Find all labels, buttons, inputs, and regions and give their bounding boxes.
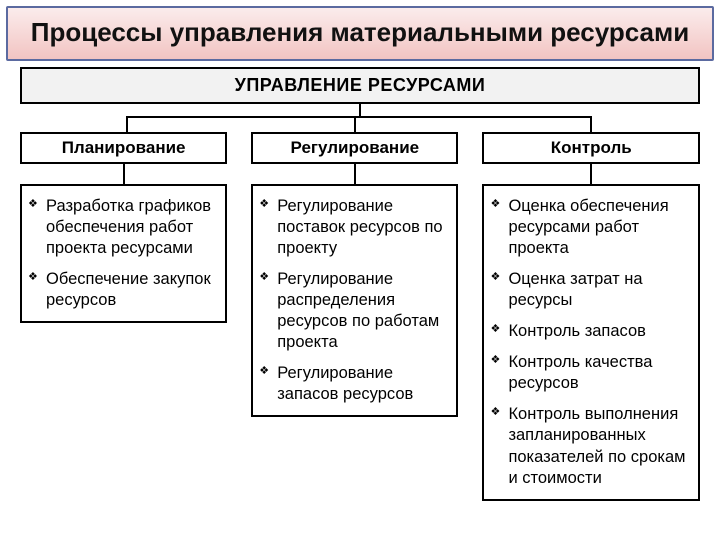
- slide-title: Процессы управления материальными ресурс…: [6, 6, 714, 61]
- columns-row: Планирование Разработка графиков обеспеч…: [20, 132, 700, 501]
- list-item: Разработка графиков обеспечения работ пр…: [28, 196, 217, 259]
- list-item: Оценка затрат на ресурсы: [490, 269, 690, 311]
- list-item: Контроль качества ресурсов: [490, 352, 690, 394]
- root-node: УПРАВЛЕНИЕ РЕСУРСАМИ: [20, 67, 700, 104]
- column-planning: Планирование Разработка графиков обеспеч…: [20, 132, 227, 324]
- item-list: Оценка обеспечения ресурсами работ проек…: [490, 196, 690, 489]
- item-list: Регулирование поставок ресурсов по проек…: [259, 196, 448, 406]
- column-head-regulation: Регулирование: [251, 132, 458, 164]
- list-item: Контроль запасов: [490, 321, 690, 342]
- item-list: Разработка графиков обеспечения работ пр…: [28, 196, 217, 312]
- list-item: Оценка обеспечения ресурсами работ проек…: [490, 196, 690, 259]
- column-regulation: Регулирование Регулирование поставок рес…: [251, 132, 458, 418]
- tree-connector: [20, 104, 700, 132]
- column-head-planning: Планирование: [20, 132, 227, 164]
- list-item: Регулирование распределения ресурсов по …: [259, 269, 448, 353]
- column-body-regulation: Регулирование поставок ресурсов по проек…: [251, 184, 458, 418]
- list-item: Контроль выполнения запланированных пока…: [490, 404, 690, 488]
- column-connector: [20, 164, 227, 184]
- list-item: Регулирование поставок ресурсов по проек…: [259, 196, 448, 259]
- list-item: Регулирование запасов ресурсов: [259, 363, 448, 405]
- column-body-planning: Разработка графиков обеспечения работ пр…: [20, 184, 227, 324]
- column-body-control: Оценка обеспечения ресурсами работ проек…: [482, 184, 700, 501]
- column-connector: [251, 164, 458, 184]
- column-control: Контроль Оценка обеспечения ресурсами ра…: [482, 132, 700, 501]
- list-item: Обеспечение закупок ресурсов: [28, 269, 217, 311]
- column-connector: [482, 164, 700, 184]
- column-head-control: Контроль: [482, 132, 700, 164]
